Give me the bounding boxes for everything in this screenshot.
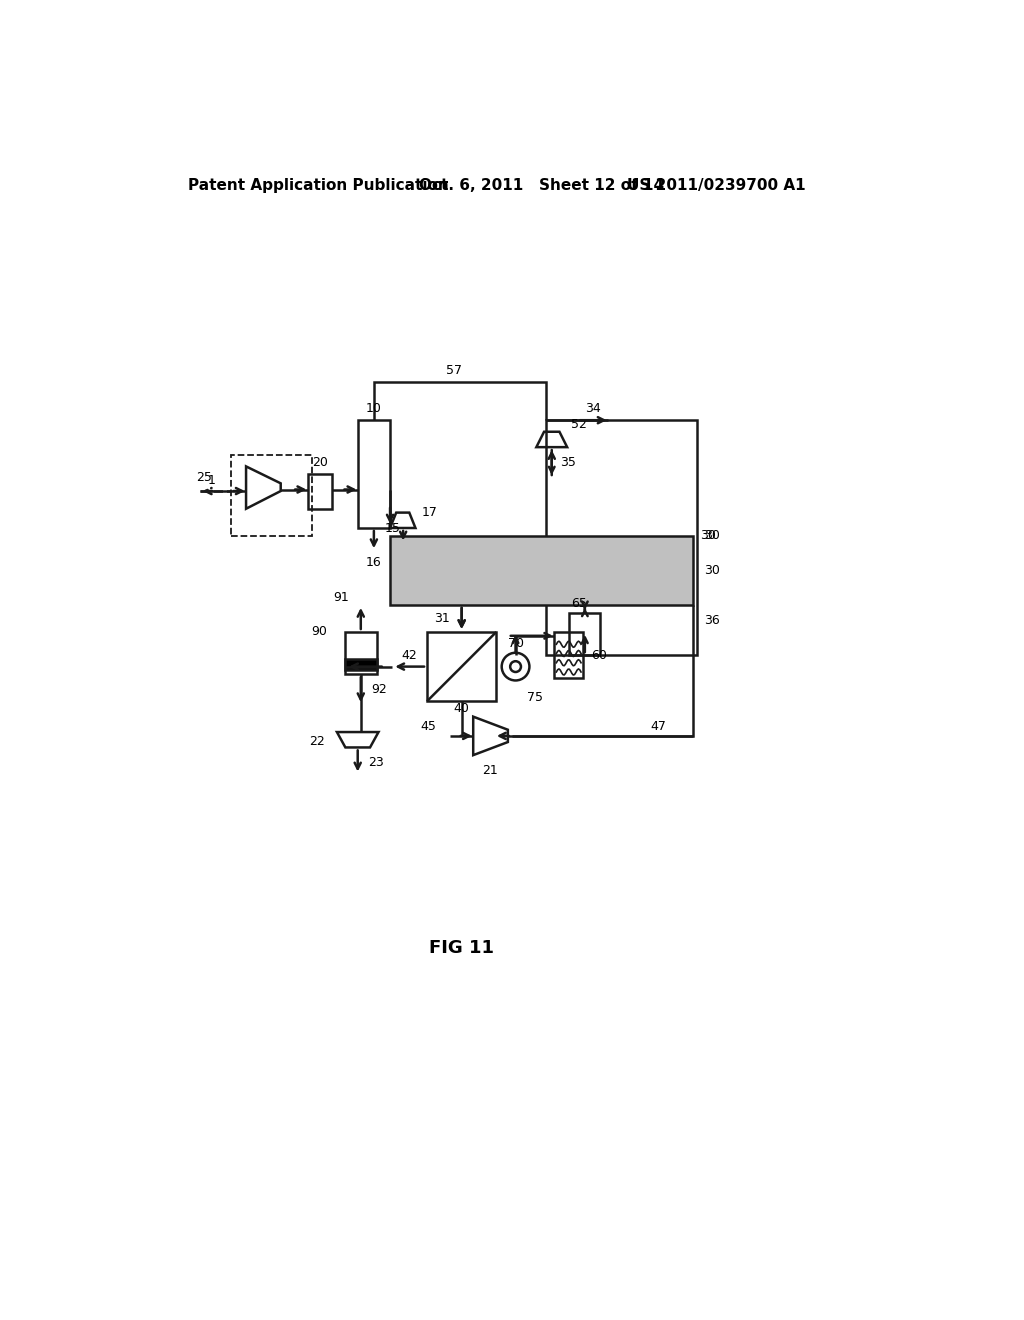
Text: 75: 75: [526, 690, 543, 704]
Text: 20: 20: [312, 455, 328, 469]
Bar: [569, 612, 600, 655]
Text: 30: 30: [700, 529, 716, 543]
Text: 60: 60: [591, 648, 607, 661]
Text: 65: 65: [570, 597, 587, 610]
Text: 57: 57: [446, 363, 462, 376]
Bar: [554, 632, 584, 678]
Text: 16: 16: [366, 556, 382, 569]
Text: 34: 34: [585, 403, 600, 416]
Text: 21: 21: [482, 764, 498, 777]
Bar: [307, 474, 333, 508]
Text: 42: 42: [401, 648, 417, 661]
Text: US 2011/0239700 A1: US 2011/0239700 A1: [628, 178, 806, 193]
Text: Patent Application Publication: Patent Application Publication: [188, 178, 450, 193]
Text: 35: 35: [560, 455, 577, 469]
Text: 92: 92: [371, 684, 386, 696]
Text: 47: 47: [650, 721, 666, 733]
Text: FIG 11: FIG 11: [429, 939, 495, 957]
Bar: [230, 455, 311, 536]
Text: 22: 22: [309, 735, 326, 748]
Text: 70: 70: [508, 638, 523, 649]
Text: 17: 17: [422, 506, 437, 519]
Text: 40: 40: [454, 702, 470, 715]
Bar: [547, 420, 696, 655]
Bar: [427, 632, 497, 701]
Text: 36: 36: [705, 614, 720, 627]
Text: 10: 10: [366, 403, 382, 416]
Text: 91: 91: [334, 591, 349, 603]
Text: 30: 30: [705, 529, 720, 543]
Text: 90: 90: [311, 626, 327, 639]
Text: 31: 31: [434, 611, 451, 624]
Text: 15: 15: [385, 521, 400, 535]
Text: 45: 45: [421, 721, 436, 733]
Bar: [390, 536, 692, 605]
Text: 25: 25: [196, 471, 212, 484]
Bar: [357, 420, 390, 528]
Text: 23: 23: [368, 756, 383, 770]
Bar: [345, 632, 377, 675]
Text: 30: 30: [705, 564, 720, 577]
Text: 52: 52: [571, 417, 587, 430]
Text: 1: 1: [208, 474, 215, 487]
Bar: [345, 659, 377, 669]
Text: Oct. 6, 2011   Sheet 12 of 14: Oct. 6, 2011 Sheet 12 of 14: [419, 178, 665, 193]
